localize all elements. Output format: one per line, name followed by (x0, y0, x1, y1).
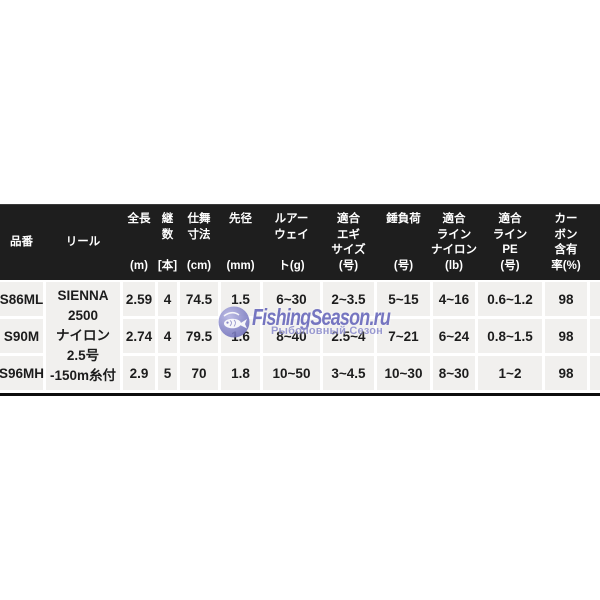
header-cell-tsugi: 継数 [本] (158, 205, 177, 280)
table-header-row: 品番 リール 全長 (m) 継数 [本] 仕舞 寸法 (cm) 先径 (mm) ルアー ウェイ ト(g) 適… (0, 204, 600, 280)
cell-S86ML-omori: 5~15 (377, 282, 430, 316)
cell-S86ML-sakikei: 1.5 (221, 282, 260, 316)
header-label-line: ナイロン (431, 244, 477, 256)
cell-S90M-lure-weight: 8~40 (263, 319, 320, 353)
header-cell-shimai: 仕舞寸法 (cm) (180, 205, 218, 280)
header-label-line: ウェイ (274, 228, 309, 241)
cell-S96MH-line-pe: 1~2 (478, 356, 542, 390)
table-body: S86ML 2.59 4 74.5 1.5 6~30 2~3.5 5~15 4~16 0.6~1.… (0, 282, 600, 390)
header-label-line: エギ (337, 228, 360, 241)
header-label-line: カー (554, 213, 578, 225)
header-label-line: サイズ (331, 244, 366, 256)
header-label-line: リール (65, 236, 101, 249)
reel-line: SIENNA (57, 288, 109, 303)
cell-S90M-sakikei: 1.6 (221, 319, 260, 353)
header-unit: (lb) (445, 259, 463, 272)
table-bottom-border (0, 393, 600, 396)
header-unit: (号) (500, 259, 520, 272)
header-cell-reel: リール (46, 205, 120, 280)
header-unit: ト(g) (278, 259, 305, 272)
cell-S86ML-tsugi: 4 (158, 282, 177, 316)
cell-sliver (590, 356, 600, 390)
cell-reel-merged: SIENNA 2500 ナイロン 2.5号 -150m糸付 (46, 282, 120, 390)
header-label-line: 含有 (554, 244, 578, 256)
cell-S90M-tsugi: 4 (158, 319, 177, 353)
header-cell-line-pe: 適合ライン PE (号) (478, 205, 542, 280)
cell-S90M-zencho: 2.74 (123, 319, 155, 353)
cell-S96MH-sakikei: 1.8 (221, 356, 260, 390)
cell-S96MH-omori: 10~30 (377, 356, 430, 390)
header-unit: 率(%) (551, 259, 581, 272)
cell-S96MH-shimai: 70 (180, 356, 218, 390)
header-cell-zencho: 全長 (m) (123, 205, 155, 280)
cell-S86ML-zencho: 2.59 (123, 282, 155, 316)
header-label-line: ライン (492, 228, 528, 241)
cell-sliver (590, 282, 600, 316)
cell-S90M-line-pe: 0.8~1.5 (478, 319, 542, 353)
header-label-line: ルアー (274, 213, 309, 225)
cell-S96MH-tsugi: 5 (158, 356, 177, 390)
cell-S86ML-line-pe: 0.6~1.2 (478, 282, 542, 316)
header-label-line: 全長 (127, 213, 151, 225)
cell-S86ML-lure-weight: 6~30 (263, 282, 320, 316)
header-label-line: 先径 (229, 213, 252, 225)
cell-S86ML-egi-size: 2~3.5 (323, 282, 374, 316)
header-unit: [本] (157, 259, 178, 272)
cell-S96MH-zencho: 2.9 (123, 356, 155, 390)
header-cell-egi-size: 適合エギサイズ (号) (323, 205, 374, 280)
header-unit: (m) (130, 259, 148, 272)
header-cell-hinban: 品番 (0, 205, 43, 280)
cell-S86ML-line-nylon: 4~16 (433, 282, 475, 316)
header-label-line: ライン (436, 228, 472, 241)
header-unit: (mm) (226, 259, 255, 272)
reel-line: -150m糸付 (49, 368, 117, 383)
cell-S90M-shimai: 79.5 (180, 319, 218, 353)
cell-S86ML-carbon: 98 (545, 282, 587, 316)
header-unit: (号) (393, 259, 414, 272)
cell-S90M-line-nylon: 6~24 (433, 319, 475, 353)
header-cell-sakikei: 先径 (mm) (221, 205, 260, 280)
cell-S96MH-egi-size: 3~4.5 (323, 356, 374, 390)
cell-sliver (590, 319, 600, 353)
spec-table: 品番 リール 全長 (m) 継数 [本] 仕舞 寸法 (cm) 先径 (mm) ルアー ウェイ ト(g) 適… (0, 204, 600, 396)
header-label-line: ボン (554, 228, 578, 241)
header-sliver (590, 205, 600, 280)
cell-product-S96MH: S96MH (0, 356, 44, 390)
cell-S96MH-line-nylon: 8~30 (433, 356, 475, 390)
header-label-line: 仕舞 (187, 213, 211, 225)
header-label-line: 適合 (337, 213, 360, 225)
cell-S96MH-carbon: 98 (545, 356, 587, 390)
header-unit: (号) (338, 259, 359, 272)
header-label-line: 数 (161, 228, 174, 241)
cell-product-S90M: S90M (0, 319, 43, 353)
header-label-line: 寸法 (187, 228, 211, 241)
header-cell-lure-weight: ルアーウェイト(g) (263, 205, 320, 280)
header-unit: (cm) (186, 259, 212, 272)
cell-product-S86ML: S86ML (0, 282, 43, 316)
header-label-line: 適合 (442, 213, 466, 225)
cell-S96MH-lure-weight: 10~50 (263, 356, 320, 390)
cell-S90M-carbon: 98 (545, 319, 587, 353)
header-cell-carbon: カーボン含有率(%) (545, 205, 587, 280)
reel-line: 2500 (67, 308, 99, 323)
header-label-line: 品番 (10, 236, 33, 249)
reel-line: 2.5号 (66, 348, 100, 363)
header-cell-line-nylon: 適合ラインナイロン (lb) (431, 205, 477, 280)
header-cell-omori: 錘負荷 (号) (377, 205, 430, 280)
reel-line: ナイロン (56, 328, 110, 343)
cell-S86ML-shimai: 74.5 (180, 282, 218, 316)
header-label-line: 適合 (498, 213, 522, 225)
header-label-line: 継 (161, 213, 174, 225)
header-label-line: 錘負荷 (386, 213, 421, 225)
cell-S90M-omori: 7~21 (377, 319, 430, 353)
cell-S90M-egi-size: 2.5~4 (323, 319, 374, 353)
header-label-line: PE (502, 244, 518, 256)
